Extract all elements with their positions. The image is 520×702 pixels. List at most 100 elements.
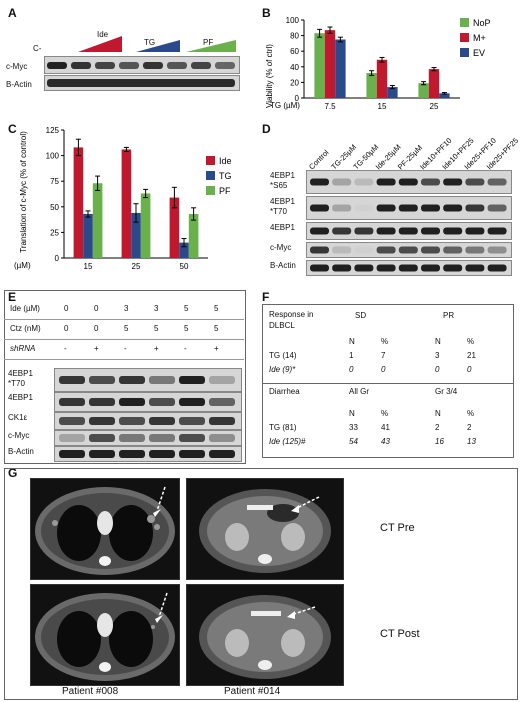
panel-e-band xyxy=(119,417,145,425)
panel-d-band xyxy=(443,227,463,235)
panel-e-band xyxy=(179,417,205,425)
response-subheader: N xyxy=(349,337,355,346)
panel-label-a: A xyxy=(8,6,17,20)
chartB-xtick-label: 25 xyxy=(430,102,439,111)
dose-ramps xyxy=(78,36,236,52)
panel-d-blot-row xyxy=(306,222,512,240)
response-cell: 0 xyxy=(467,365,472,374)
panel-g-frame xyxy=(4,468,518,700)
pf-label: PF xyxy=(203,38,214,47)
response-subheader: % xyxy=(467,337,475,346)
panel-e-header-value: 5 xyxy=(154,324,159,333)
chartB-bar xyxy=(439,93,450,98)
chartC-ytick-label: 75 xyxy=(50,177,59,186)
chart-b-ylabel: Viability (% of ctrl) xyxy=(265,44,274,108)
panel-d-band xyxy=(310,246,329,254)
chartC-legend-label: TG xyxy=(219,171,232,181)
chartC-legend-swatch xyxy=(206,186,215,195)
response-cell: 0 xyxy=(349,365,354,374)
panel-d-band xyxy=(443,204,463,212)
diarrhea-cell: 2 xyxy=(467,423,472,432)
panel-d-column-headers: ControlTG-25µMTG-50µMIde-25µMPF-25µMIde1… xyxy=(307,136,520,172)
chartC-xtick-label: 50 xyxy=(180,262,189,271)
panel-e-blot-row xyxy=(54,412,242,430)
chartB-bar xyxy=(314,33,325,98)
panel-d-column-label: Control xyxy=(307,148,331,172)
panel-d-band xyxy=(310,204,329,212)
panel-d-band xyxy=(421,204,440,212)
panel-label-g: G xyxy=(8,466,18,480)
panel-d-row-label: B-Actin xyxy=(270,261,296,270)
panel-e-header-value: 5 xyxy=(124,324,129,333)
chartC-bar xyxy=(140,193,151,258)
panel-e-row-label: B-Actin xyxy=(8,447,34,456)
chartB-ytick-label: 0 xyxy=(295,94,300,103)
gr34-header: Gr 3/4 xyxy=(435,387,458,396)
ct-pre-label: CT Pre xyxy=(380,522,415,534)
chartC-ytick-label: 50 xyxy=(50,203,59,212)
cmyc-row-label: c-Myc xyxy=(6,62,28,71)
chart-c-ylabel: Translation of c-Myc (% of control) xyxy=(19,131,28,253)
chartB-bar xyxy=(335,39,346,98)
panel-e-band xyxy=(119,434,145,442)
chartB-bar xyxy=(324,30,336,98)
panel-d-band xyxy=(398,246,418,254)
panel-d-band xyxy=(465,204,485,212)
panel-e-band xyxy=(179,450,205,458)
panel-e-header-value: 0 xyxy=(64,324,69,333)
response-cell: 0 xyxy=(435,365,440,374)
panel-d-band xyxy=(398,178,418,186)
response-row-label: TG (14) xyxy=(269,351,297,360)
chartC-xtick-label: 25 xyxy=(132,262,141,271)
panel-e-band xyxy=(149,398,175,406)
ide-label: Ide xyxy=(97,30,109,39)
ct-post-label: CT Post xyxy=(380,628,420,640)
response-cell: 1 xyxy=(349,351,354,360)
chartC-ytick-label: 125 xyxy=(46,126,60,135)
panel-e-header-value: 0 xyxy=(94,324,99,333)
panel-e-band xyxy=(179,376,205,384)
diarrhea-cell: 54 xyxy=(349,437,358,446)
chartB-legend-label: EV xyxy=(473,48,485,58)
response-subheader: % xyxy=(381,337,389,346)
panel-d-row-label: 4EBP1 *S65 xyxy=(270,171,295,190)
panel-e-header-label: Ctz (nM) xyxy=(10,324,41,333)
panel-e-blot-row xyxy=(54,430,242,446)
panel-d-band xyxy=(332,227,352,235)
chartB-ytick-label: 20 xyxy=(290,78,299,87)
panel-e-band xyxy=(209,376,235,384)
panel-d-band xyxy=(465,178,485,186)
chart-c-xprefix: (µM) xyxy=(14,261,31,270)
chartB-ytick-label: 40 xyxy=(290,63,299,72)
panel-e-row-divider xyxy=(4,339,244,340)
chartB-legend-swatch xyxy=(460,18,469,27)
chartC-bar xyxy=(188,213,199,258)
panel-d-band xyxy=(465,227,485,235)
panel-e-row-label: CK1ε xyxy=(8,413,28,422)
panel-e-blot-row xyxy=(54,368,242,392)
diarrhea-subheader: % xyxy=(381,409,389,418)
panel-e-band xyxy=(209,398,235,406)
panel-d-row-label: 4EBP1 xyxy=(270,223,295,232)
panel-label-e: E xyxy=(8,290,17,304)
panel-e-header-value: 5 xyxy=(214,304,219,313)
panel-label-b: B xyxy=(262,6,271,20)
panel-d-band xyxy=(487,264,507,272)
panel-e-header-value: 5 xyxy=(184,304,189,313)
panel-e-row-label: c-Myc xyxy=(8,431,30,440)
panel-e-band xyxy=(209,417,235,425)
panel-e-blot-row xyxy=(54,392,242,412)
chartC-bar xyxy=(121,149,132,258)
panel-e-row-label: 4EBP1 *T70 xyxy=(8,369,33,388)
panel-e-header-value: - xyxy=(64,344,67,353)
diarrhea-row-label: Ide (125)# xyxy=(269,437,306,446)
panel-d-band xyxy=(398,227,418,235)
chartC-bar xyxy=(83,213,93,258)
diarrhea-subheader: N xyxy=(349,409,355,418)
panel-e-row-divider xyxy=(4,319,244,320)
diarrhea-subheader: % xyxy=(467,409,475,418)
panel-d-band xyxy=(443,264,463,272)
response-title: Response in DLBCL xyxy=(269,310,314,330)
panel-e-header-value: - xyxy=(184,344,187,353)
panel-d-band xyxy=(465,246,485,254)
